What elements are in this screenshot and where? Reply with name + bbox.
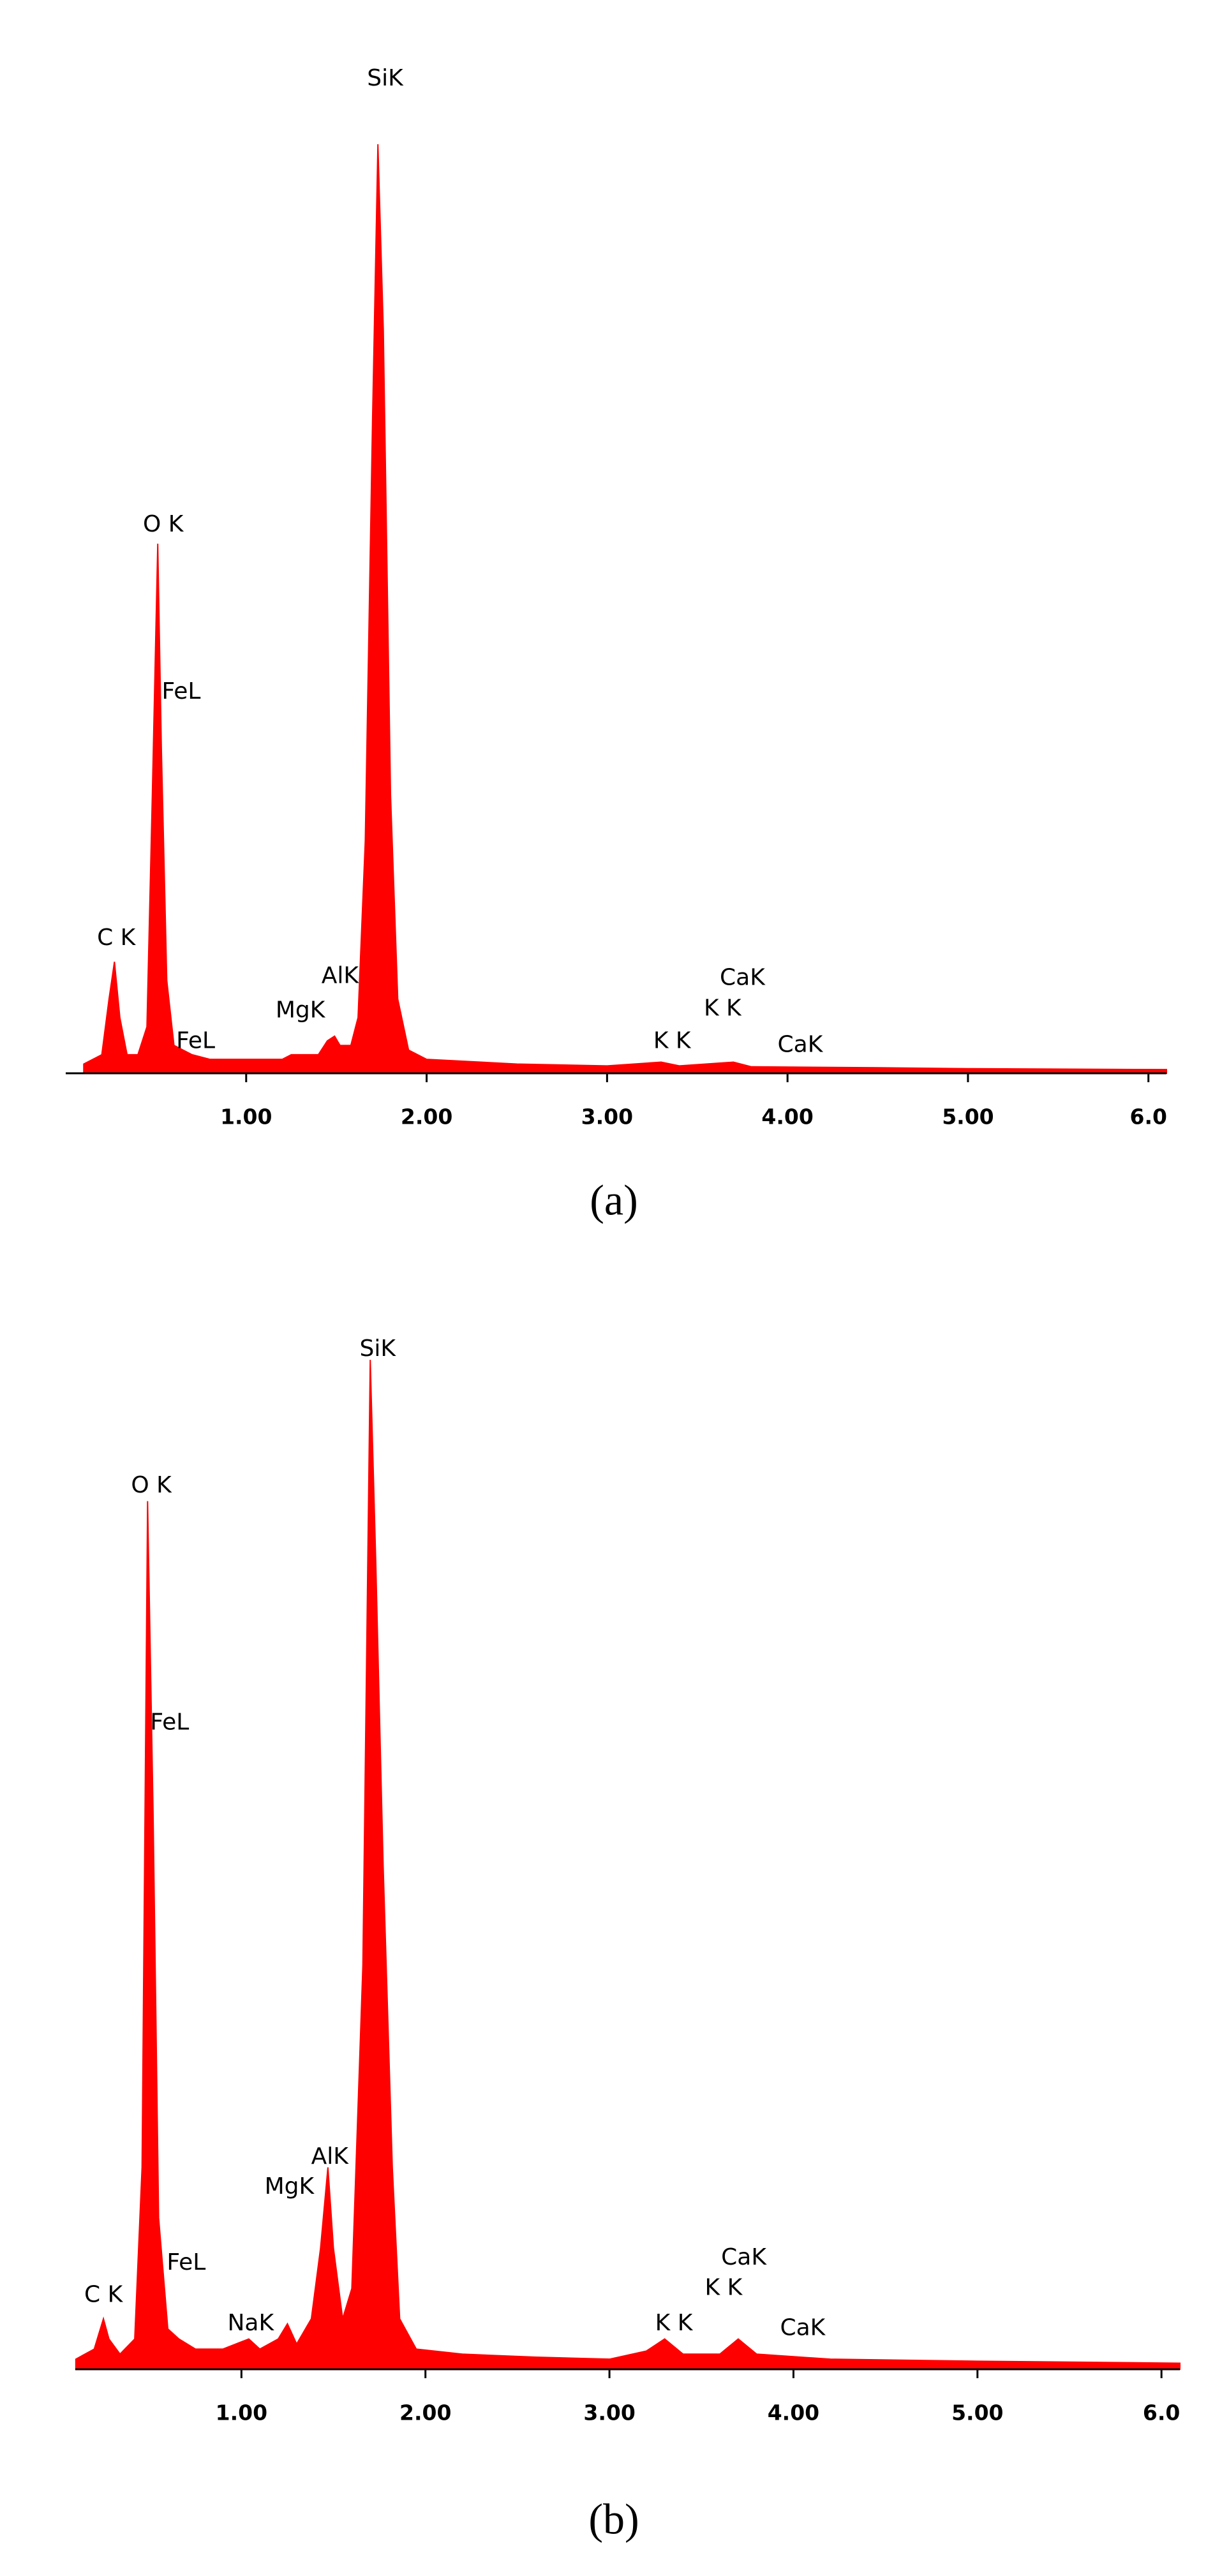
peak-label: MgK — [276, 997, 326, 1023]
spectrum-area — [83, 144, 1167, 1074]
peak-label: MgK — [265, 2173, 315, 2200]
peak-label: FeL — [150, 1709, 189, 1736]
x-tick-label: 3.00 — [581, 1105, 633, 1129]
peak-label: CaK — [720, 964, 766, 990]
peak-label: K K — [653, 1027, 692, 1053]
x-tick-label: 6.0 — [1129, 1105, 1166, 1129]
spectrum-area — [75, 1359, 1181, 2370]
x-tick-label: 5.00 — [942, 1105, 994, 1129]
peak-label: FeL — [176, 1027, 215, 1053]
peak-label: O K — [131, 1472, 172, 1498]
peak-label: AlK — [311, 2143, 350, 2170]
peak-label: C K — [84, 2282, 124, 2308]
x-tick-label: 6.0 — [1143, 2401, 1180, 2425]
peak-label: CaK — [721, 2244, 767, 2270]
peak-label: C K — [97, 925, 137, 951]
peak-label: K K — [705, 2274, 743, 2300]
peak-label: K K — [655, 2310, 694, 2336]
panel-caption: (b) — [588, 2495, 639, 2543]
peak-label: NaK — [227, 2310, 274, 2336]
peak-label: CaK — [778, 1031, 824, 1057]
x-tick-label: 3.00 — [583, 2401, 635, 2425]
x-tick-label: 1.00 — [220, 1105, 272, 1129]
peak-label: O K — [143, 511, 184, 537]
peak-label: FeL — [162, 678, 201, 704]
peak-label: K K — [704, 995, 742, 1022]
x-tick-label: 1.00 — [216, 2401, 267, 2425]
peak-label: CaK — [780, 2315, 826, 2341]
peak-label: FeL — [167, 2249, 205, 2275]
x-tick-label: 2.00 — [399, 2401, 451, 2425]
x-tick-label: 2.00 — [401, 1105, 452, 1129]
x-tick-label: 5.00 — [951, 2401, 1003, 2425]
x-tick-label: 4.00 — [761, 1105, 813, 1129]
panel-caption: (a) — [590, 1176, 637, 1225]
peak-label: AlK — [322, 963, 360, 989]
x-tick-label: 4.00 — [768, 2401, 819, 2425]
peak-label: SiK — [367, 65, 404, 91]
peak-label: SiK — [360, 1336, 397, 1362]
